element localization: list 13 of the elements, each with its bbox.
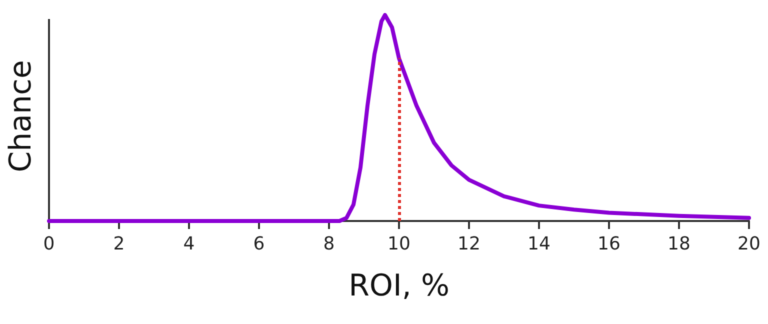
x-axis-title: ROI, % xyxy=(348,268,450,304)
y-axis-title: Chance xyxy=(4,60,38,172)
x-tick-label: 6 xyxy=(253,234,265,254)
x-tick-label: 20 xyxy=(738,234,760,254)
x-tick-label: 10 xyxy=(388,234,410,254)
x-tick-label: 14 xyxy=(528,234,550,254)
x-tick-label: 0 xyxy=(43,234,55,254)
x-tick-label: 18 xyxy=(668,234,690,254)
x-tick-label: 12 xyxy=(458,234,480,254)
x-tick-label: 16 xyxy=(598,234,620,254)
x-tick-label: 2 xyxy=(113,234,125,254)
x-tick-label: 8 xyxy=(323,234,335,254)
x-tick-label: 4 xyxy=(183,234,195,254)
